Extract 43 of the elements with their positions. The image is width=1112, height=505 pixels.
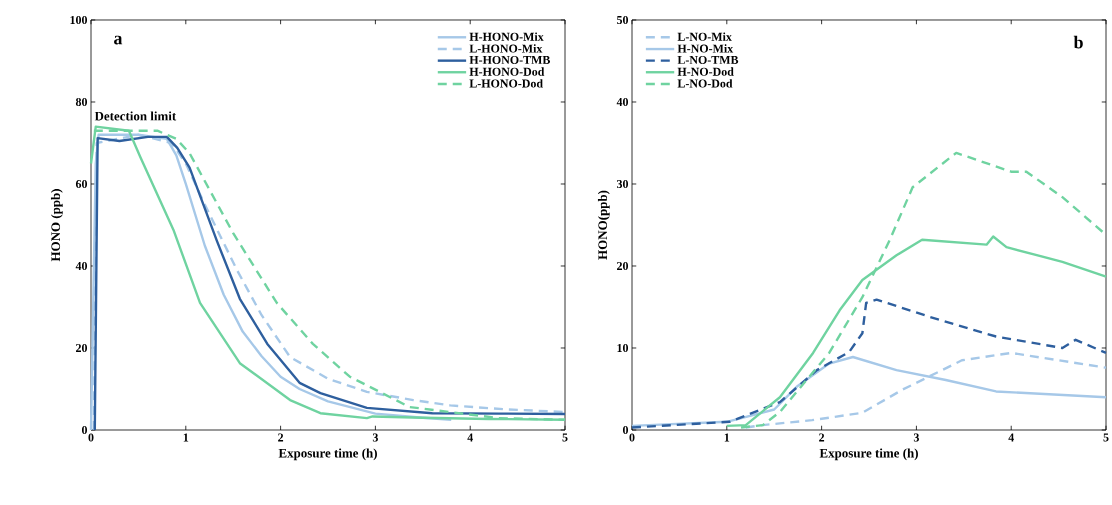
y-axis-title: HONO (ppb) xyxy=(50,189,63,262)
legend-label: H-NO-Mix xyxy=(677,44,734,53)
legend-label: L-NO-TMB xyxy=(677,55,739,64)
legend-label: L-NO-Dod xyxy=(677,79,733,88)
line-series xyxy=(630,298,1108,429)
x-tick-label: 1 xyxy=(183,433,189,442)
x-tick-label: 3 xyxy=(913,433,919,442)
y-tick-label: 20 xyxy=(617,261,629,271)
legend-label: H-HONO-Mix xyxy=(469,32,544,41)
y-tick-label: 40 xyxy=(75,261,88,271)
annotation: b xyxy=(1073,35,1083,49)
legend-label: L-HONO-Mix xyxy=(469,44,543,53)
x-tick-label: 4 xyxy=(467,433,473,442)
x-axis-title: Exposure time (h) xyxy=(819,448,918,461)
x-tick-label: 2 xyxy=(819,433,825,442)
legend-label: L-NO-Mix xyxy=(677,32,732,41)
legend-label: H-HONO-TMB xyxy=(469,55,551,64)
y-tick-label: 30 xyxy=(616,179,629,189)
annotation: Detection limit xyxy=(94,111,177,121)
x-tick-label: 1 xyxy=(724,433,730,442)
x-tick-label: 0 xyxy=(629,433,635,442)
x-tick-label: 2 xyxy=(278,433,284,442)
x-tick-label: 5 xyxy=(562,433,568,442)
legend-label: L-HONO-Dod xyxy=(469,79,543,88)
x-tick-label: 0 xyxy=(88,433,94,442)
y-tick-label: 60 xyxy=(75,179,88,189)
y-tick-label: 0 xyxy=(622,425,629,435)
y-tick-label: 100 xyxy=(70,15,88,25)
y-tick-label: 20 xyxy=(76,343,88,353)
y-tick-label: 0 xyxy=(81,425,88,435)
line-series xyxy=(630,355,1108,428)
x-tick-label: 5 xyxy=(1103,433,1109,442)
y-tick-label: 50 xyxy=(617,15,629,25)
legend-label: H-HONO-Dod xyxy=(469,67,545,76)
x-axis-title: Exposure time (h) xyxy=(278,448,377,461)
annotation: a xyxy=(114,35,123,45)
legend-label: H-NO-Dod xyxy=(677,67,734,76)
y-tick-label: 10 xyxy=(617,343,629,353)
y-tick-label: 40 xyxy=(616,97,629,107)
x-tick-label: 4 xyxy=(1008,433,1014,442)
y-axis-title: HONO(ppb) xyxy=(597,190,610,260)
x-tick-label: 3 xyxy=(372,433,378,442)
y-tick-label: 80 xyxy=(75,97,88,107)
